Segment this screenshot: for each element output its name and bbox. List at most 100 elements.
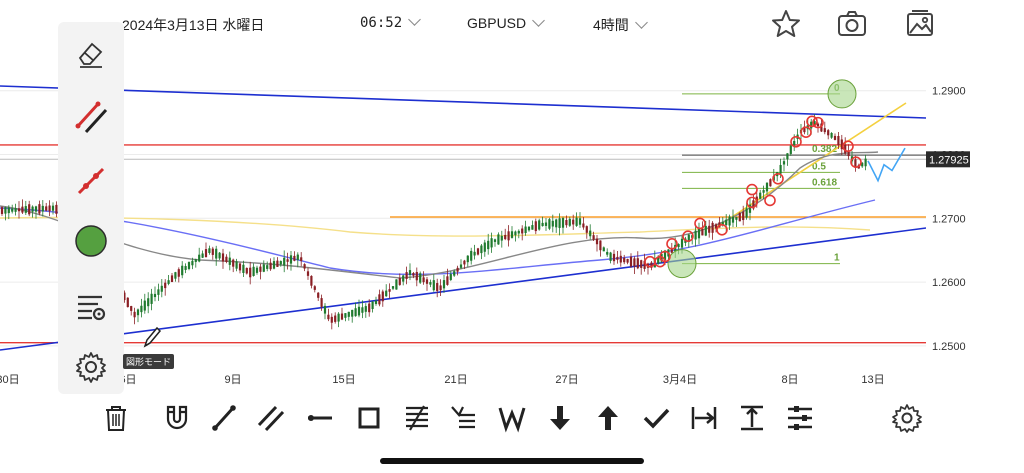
- time-selector[interactable]: 06:52: [360, 13, 422, 31]
- chevron-down-icon: [408, 13, 422, 26]
- star-icon[interactable]: [770, 8, 802, 40]
- trash-icon[interactable]: [101, 403, 131, 433]
- candle-body: [126, 297, 129, 308]
- chevron-down-icon: [634, 16, 648, 29]
- candle-body: [752, 200, 755, 209]
- candle-body: [7, 207, 10, 214]
- candle-body: [48, 205, 51, 212]
- color-swatch[interactable]: [74, 224, 108, 258]
- candle-body: [497, 234, 500, 245]
- symbol-label: GBPUSD: [467, 15, 527, 31]
- horizontal-lines: [0, 144, 926, 344]
- candle-body: [208, 248, 211, 253]
- candle-body: [385, 290, 388, 297]
- annotations: [644, 79, 906, 279]
- moving-averages: [0, 151, 879, 279]
- candle-body: [289, 255, 293, 264]
- candle-body: [514, 231, 517, 236]
- candle-body: [381, 291, 384, 302]
- candle-body: [742, 211, 745, 221]
- candle-body: [748, 204, 752, 213]
- candle-body: [558, 218, 561, 228]
- candle-body: [449, 274, 452, 280]
- candle-body: [255, 267, 259, 273]
- candle-body: [123, 292, 126, 301]
- rectangle-tool-icon[interactable]: [354, 403, 384, 433]
- candle-body: [398, 278, 401, 285]
- price-range-icon[interactable]: [737, 403, 767, 433]
- price-tick-label: 1.2700: [932, 213, 966, 225]
- candle-body: [38, 204, 41, 214]
- timeframe-selector[interactable]: 4時間: [593, 15, 648, 35]
- gear-icon[interactable]: [74, 350, 108, 384]
- date-label: 2024年3月13日 水曜日: [122, 17, 265, 33]
- candle-body: [510, 231, 514, 238]
- candle-body: [55, 204, 58, 214]
- magnet-icon[interactable]: [162, 403, 192, 433]
- checkmark-icon[interactable]: [641, 403, 671, 433]
- candle-body: [504, 234, 507, 240]
- candlesticks: [0, 114, 867, 330]
- candle-body: [371, 301, 374, 310]
- candle-body: [551, 220, 554, 227]
- candle-body: [340, 313, 344, 320]
- fibonacci-icon[interactable]: [402, 403, 432, 433]
- candle-body: [187, 262, 191, 269]
- time-tick-label: 27日: [555, 374, 578, 386]
- list-settings-icon[interactable]: [74, 290, 108, 324]
- candle-body: [490, 238, 493, 248]
- candle-body: [561, 218, 565, 228]
- eraser-icon[interactable]: [74, 36, 108, 70]
- parallel-channel-icon[interactable]: [256, 403, 286, 433]
- candle-body: [296, 254, 299, 260]
- fib-extension-icon[interactable]: [449, 403, 479, 433]
- time-tick-label: 21日: [444, 374, 467, 386]
- candle-body: [140, 305, 143, 313]
- position-tool-icon[interactable]: [785, 403, 815, 433]
- candle-body: [136, 309, 140, 316]
- arrow-up-icon[interactable]: [593, 403, 623, 433]
- candle-body: [425, 279, 429, 284]
- candle-body: [680, 238, 684, 248]
- image-gallery-icon[interactable]: [904, 8, 936, 40]
- candle-body: [34, 206, 38, 212]
- upper-trendline: [0, 85, 927, 119]
- date-range-icon[interactable]: [689, 403, 719, 433]
- candle-body: [735, 217, 738, 220]
- candle-body: [714, 224, 718, 229]
- camera-icon[interactable]: [836, 8, 868, 40]
- candle-body: [534, 221, 537, 232]
- candle-body: [249, 267, 252, 278]
- line-tool-icon[interactable]: [74, 164, 108, 198]
- symbol-selector[interactable]: GBPUSD: [467, 14, 545, 31]
- candle-body: [232, 259, 235, 267]
- candle-body: [303, 264, 306, 269]
- green-marker-top: [827, 79, 857, 109]
- candle-body: [738, 212, 741, 222]
- price-tick-label: 1.2900: [932, 86, 966, 98]
- candle-body: [11, 208, 14, 212]
- settings-gear-icon[interactable]: [892, 403, 922, 433]
- candle-body: [759, 192, 762, 199]
- candle-body: [181, 265, 184, 276]
- candle-body: [41, 205, 44, 212]
- candle-body: [323, 305, 327, 314]
- candle-body: [721, 222, 724, 226]
- candle-body: [245, 267, 248, 274]
- candle-body: [262, 264, 265, 272]
- horizontal-line-icon[interactable]: [305, 403, 335, 433]
- candle-body: [633, 258, 636, 267]
- candle-body: [612, 253, 616, 262]
- parallel-lines-icon[interactable]: [74, 100, 108, 134]
- candle-body: [279, 261, 282, 265]
- time-tick-label: 30日: [0, 374, 20, 386]
- time-tick-label: 9日: [224, 374, 241, 386]
- candle-body: [164, 282, 167, 289]
- trendline-tool-icon[interactable]: [209, 403, 239, 433]
- wave-tool-icon[interactable]: [497, 403, 527, 433]
- arrow-down-icon[interactable]: [545, 403, 575, 433]
- candle-body: [429, 282, 432, 285]
